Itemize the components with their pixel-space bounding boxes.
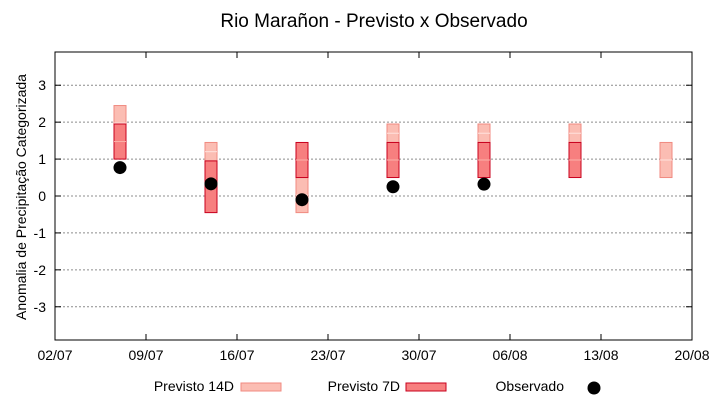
series-previsto-7d (113, 123, 582, 214)
series-observado (113, 161, 491, 207)
observed-point (386, 180, 400, 194)
y-tick-label: 1 (38, 151, 46, 167)
legend: Previsto 14D Previsto 7D Observado (154, 378, 601, 395)
legend-swatch-previsto-7d (405, 382, 447, 392)
observed-point (113, 161, 127, 175)
x-tick-label: 23/07 (310, 347, 345, 363)
observed-point (204, 177, 218, 191)
y-axis-ticks: -3 -2 -1 0 1 2 3 (34, 77, 692, 315)
y-axis-label: Anomalia de Precipitação Categorizada (13, 74, 29, 320)
x-tick-label: 02/07 (37, 347, 72, 363)
x-tick-label: 20/08 (674, 347, 709, 363)
y-tick-label: -1 (34, 225, 47, 241)
observed-point (477, 177, 491, 191)
x-tick-label: 30/07 (401, 347, 436, 363)
grid (55, 84, 692, 308)
legend-marker-observado (587, 381, 601, 395)
x-tick-label: 13/08 (583, 347, 618, 363)
plot-frame (54, 51, 693, 341)
legend-label-previsto-7d: Previsto 7D (328, 378, 400, 394)
x-tick-label: 09/07 (128, 347, 163, 363)
x-tick-label: 06/08 (492, 347, 527, 363)
legend-label-previsto-14d: Previsto 14D (154, 378, 234, 394)
y-tick-label: 2 (38, 114, 46, 130)
legend-label-observado: Observado (496, 378, 565, 394)
y-tick-label: 0 (38, 188, 46, 204)
observed-point (295, 193, 309, 207)
y-tick-label: -2 (34, 262, 47, 278)
x-tick-label: 16/07 (219, 347, 254, 363)
legend-swatch-previsto-14d (240, 382, 282, 392)
x-axis-ticks: 02/07 09/07 16/07 23/07 30/07 06/08 13/08 20/08 (37, 52, 710, 363)
y-tick-label: -3 (34, 299, 47, 315)
chart-title: Rio Marañon - Previsto x Observado (220, 11, 527, 32)
y-tick-label: 3 (38, 77, 46, 93)
